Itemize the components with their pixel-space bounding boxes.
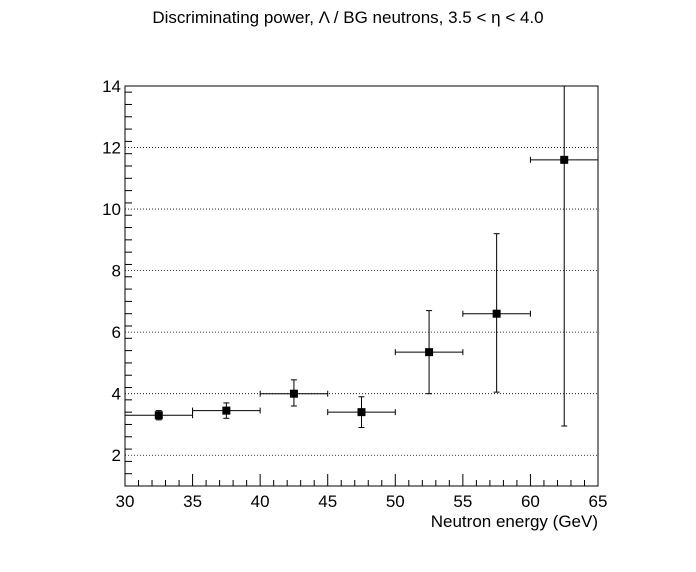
x-tick-label: 65 — [589, 492, 608, 511]
y-tick-label: 8 — [112, 262, 121, 281]
data-points — [124, 85, 599, 429]
y-tick-label: 10 — [102, 200, 121, 219]
data-point — [259, 379, 329, 407]
point-marker — [492, 309, 501, 318]
data-point — [394, 310, 464, 395]
x-tick-label: 50 — [386, 492, 405, 511]
x-tick-label: 45 — [318, 492, 337, 511]
x-axis-title: Neutron energy (GeV) — [431, 512, 598, 531]
x-tick-label: 60 — [521, 492, 540, 511]
chart-title: Discriminating power, Λ / BG neutrons, 3… — [152, 8, 544, 27]
tick-labels: 2 4 6 8 10 12 14 30 35 40 45 50 55 60 65 — [102, 77, 607, 511]
data-point — [192, 402, 261, 419]
x-tick-label: 55 — [453, 492, 472, 511]
point-marker — [425, 348, 434, 357]
plot-frame — [124, 85, 599, 487]
point-marker — [154, 411, 163, 420]
x-tick-label: 30 — [116, 492, 135, 511]
point-marker — [357, 408, 366, 417]
point-marker — [560, 155, 569, 164]
y-tick-label: 12 — [102, 139, 121, 158]
y-tick-label: 6 — [112, 323, 121, 342]
data-point — [124, 410, 194, 421]
data-point — [529, 85, 599, 427]
point-marker — [289, 389, 298, 398]
y-tick-label: 4 — [112, 385, 121, 404]
x-tick-label: 35 — [183, 492, 202, 511]
point-marker — [222, 406, 231, 415]
data-point — [327, 396, 396, 429]
x-tick-label: 40 — [251, 492, 270, 511]
y-tick-label: 2 — [112, 446, 121, 465]
y-tick-label: 14 — [102, 77, 121, 96]
data-point — [462, 233, 531, 393]
